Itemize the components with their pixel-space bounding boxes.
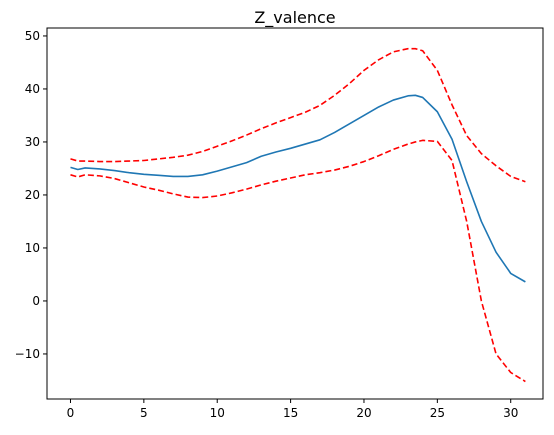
x-tick-label: 20 bbox=[356, 406, 371, 420]
x-tick-label: 5 bbox=[140, 406, 148, 420]
y-axis: −10 0 10 20 30 40 50 bbox=[15, 29, 47, 361]
y-tick-label: 30 bbox=[25, 135, 40, 149]
y-tick-label: 20 bbox=[25, 188, 40, 202]
series-line-2 bbox=[70, 139, 526, 383]
series-line-1 bbox=[70, 47, 526, 183]
plot-lines bbox=[70, 47, 526, 383]
y-tick-label: −10 bbox=[15, 347, 40, 361]
x-axis: 0 5 10 15 20 25 30 bbox=[67, 399, 518, 420]
x-tick-label: 30 bbox=[503, 406, 518, 420]
axes-frame bbox=[46, 27, 544, 400]
y-tick-label: 50 bbox=[25, 29, 40, 43]
series-line-0 bbox=[70, 94, 526, 283]
x-tick-label: 25 bbox=[430, 406, 445, 420]
x-tick-label: 15 bbox=[283, 406, 298, 420]
y-tick-label: 0 bbox=[32, 294, 40, 308]
y-tick-label: 40 bbox=[25, 82, 40, 96]
y-tick-label: 10 bbox=[25, 241, 40, 255]
chart-title: Z_valence bbox=[254, 8, 335, 28]
x-tick-label: 0 bbox=[67, 406, 75, 420]
x-tick-label: 10 bbox=[210, 406, 225, 420]
